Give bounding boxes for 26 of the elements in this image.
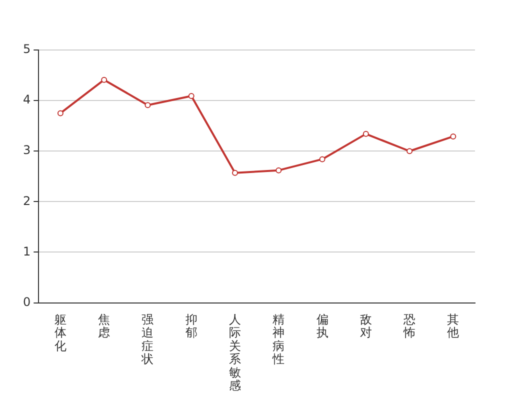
y-tick-label: 5 xyxy=(22,42,31,56)
point xyxy=(101,76,108,83)
point xyxy=(57,110,64,116)
point xyxy=(450,133,456,140)
x-tick-label: 恐怖 xyxy=(402,312,416,340)
y-tick-label: 2 xyxy=(22,194,31,208)
x-tick-label: 人际关系敏感 xyxy=(229,312,241,393)
point xyxy=(232,170,238,176)
y-tick-label: 0 xyxy=(22,294,31,309)
x-tick-label: 偏执 xyxy=(316,312,328,340)
x-tick-label: 躯体化 xyxy=(54,312,66,353)
point xyxy=(144,102,151,108)
x-tick-label: 精神病性 xyxy=(272,312,285,366)
point xyxy=(276,167,282,174)
point xyxy=(188,93,194,100)
x-tick-label: 敌对 xyxy=(360,312,372,340)
point xyxy=(319,156,326,162)
x-tick-label: 抑郁 xyxy=(185,312,198,340)
y-tick-label: 3 xyxy=(22,143,31,158)
y-tick-label: 1 xyxy=(22,244,31,258)
x-tick-label: 强迫症状 xyxy=(140,312,154,366)
point xyxy=(362,130,369,137)
x-tick-label: 焦虑 xyxy=(98,312,110,340)
point xyxy=(406,148,413,154)
x-tick-label: 其他 xyxy=(447,312,460,340)
y-tick-label: 4 xyxy=(22,92,31,107)
